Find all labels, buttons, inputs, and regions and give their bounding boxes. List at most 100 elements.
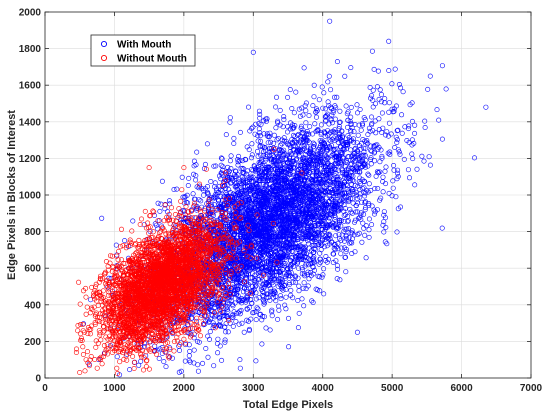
data-point [361, 185, 367, 191]
data-point [271, 132, 277, 138]
data-point [259, 317, 265, 323]
data-point [200, 360, 206, 366]
data-point [207, 329, 213, 335]
data-point [303, 251, 309, 257]
data-point [301, 65, 307, 71]
data-point [336, 123, 342, 129]
data-point [342, 73, 348, 79]
data-point [349, 210, 355, 216]
data-point [366, 234, 372, 240]
data-point [312, 121, 318, 127]
data-point [295, 132, 301, 138]
data-point [219, 156, 225, 162]
data-point [187, 348, 193, 354]
data-point [291, 125, 297, 131]
data-points [73, 18, 489, 378]
data-point [186, 175, 192, 181]
data-point [211, 363, 217, 369]
data-point [306, 113, 312, 119]
data-point [264, 291, 270, 297]
data-point [357, 175, 363, 181]
data-point [363, 223, 369, 229]
data-point [302, 103, 308, 109]
data-point [230, 323, 236, 329]
data-point [249, 152, 255, 158]
data-point [341, 202, 347, 208]
data-point [348, 128, 354, 134]
data-point [409, 142, 415, 148]
data-point [322, 237, 328, 243]
data-point [323, 153, 329, 159]
data-point [326, 121, 332, 127]
data-point [422, 118, 428, 124]
data-point [227, 320, 233, 326]
data-point [419, 153, 425, 159]
data-point [353, 189, 359, 195]
data-point [306, 170, 312, 176]
data-point [253, 358, 259, 364]
data-point [191, 335, 197, 341]
data-point [325, 99, 331, 105]
data-point [268, 139, 274, 145]
data-point [286, 280, 292, 286]
data-point [182, 358, 188, 364]
data-point [290, 132, 296, 138]
data-point [218, 193, 224, 199]
data-point [127, 367, 133, 373]
data-point [313, 172, 319, 178]
data-point [171, 187, 177, 193]
data-point [285, 94, 291, 100]
data-point [354, 110, 360, 116]
data-point [363, 255, 369, 261]
data-point [377, 87, 383, 93]
data-point [185, 183, 191, 189]
data-point [212, 180, 218, 186]
data-point [141, 343, 147, 349]
data-point [201, 192, 207, 198]
data-point [310, 299, 316, 305]
data-point [409, 137, 415, 143]
data-point [393, 194, 399, 200]
data-point [319, 274, 325, 280]
data-point [296, 310, 302, 316]
data-point [427, 162, 433, 168]
data-point [204, 141, 210, 147]
data-point [130, 218, 136, 224]
data-point [375, 186, 381, 192]
data-point [443, 86, 449, 92]
data-point [380, 189, 386, 195]
data-point [290, 126, 296, 132]
data-point [426, 154, 432, 160]
data-point [277, 158, 283, 164]
data-point [255, 153, 261, 159]
data-point [269, 309, 275, 315]
data-point [411, 140, 417, 146]
data-point [262, 147, 268, 153]
data-point [366, 181, 372, 187]
data-point [361, 225, 367, 231]
data-point [330, 251, 336, 257]
data-point [292, 123, 298, 129]
data-point [122, 238, 128, 244]
data-point [367, 85, 373, 91]
data-point [223, 329, 229, 335]
data-point [356, 230, 362, 236]
data-point [360, 186, 366, 192]
data-point [263, 118, 269, 124]
data-point [252, 131, 258, 137]
data-point [240, 289, 246, 295]
data-point [285, 142, 291, 148]
data-point [237, 357, 243, 363]
data-point [330, 259, 336, 265]
data-point [237, 129, 243, 135]
data-point [379, 110, 385, 116]
data-point [169, 355, 175, 361]
data-point [324, 182, 330, 188]
data-point [251, 163, 257, 169]
data-point [356, 155, 362, 161]
data-point [278, 296, 284, 302]
data-point [257, 115, 263, 121]
data-point [366, 202, 372, 208]
data-point [330, 110, 336, 116]
